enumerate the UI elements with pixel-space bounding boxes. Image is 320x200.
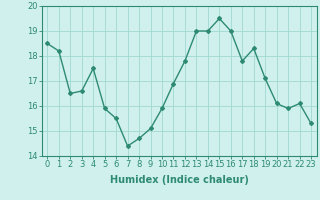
X-axis label: Humidex (Indice chaleur): Humidex (Indice chaleur): [110, 175, 249, 185]
